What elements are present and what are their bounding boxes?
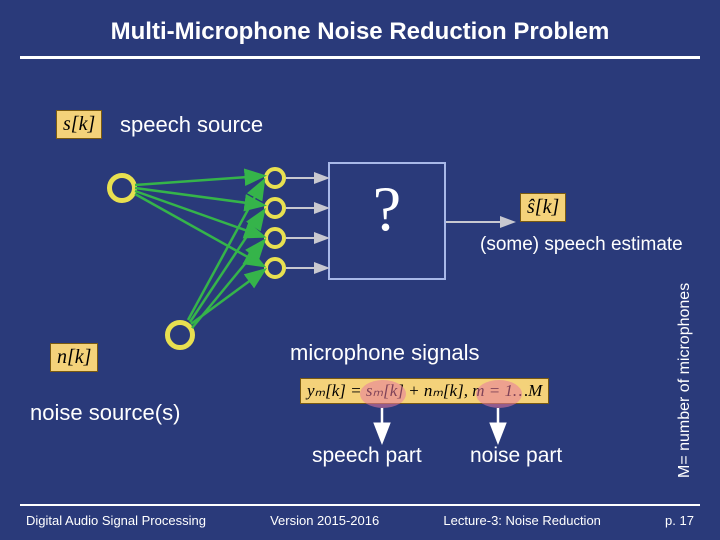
- label-speech-part: speech part: [312, 444, 422, 468]
- mic-node-1: [264, 167, 286, 189]
- footer-page: p. 17: [665, 513, 694, 528]
- formula-n: n[k]: [50, 343, 98, 372]
- mic-node-3: [264, 227, 286, 249]
- slide-title: Multi-Microphone Noise Reduction Problem: [0, 18, 720, 46]
- question-mark: ?: [328, 172, 446, 246]
- title-rule: [20, 56, 700, 59]
- mic-node-4: [264, 257, 286, 279]
- footer-left: Digital Audio Signal Processing: [26, 513, 206, 528]
- mic-node-2: [264, 197, 286, 219]
- footer: Digital Audio Signal Processing Version …: [0, 513, 720, 528]
- formula-shat: ŝ[k]: [520, 193, 566, 222]
- label-noise-sources: noise source(s): [30, 400, 180, 426]
- formula-s: s[k]: [56, 110, 102, 139]
- footer-lecture: Lecture-3: Noise Reduction: [443, 513, 601, 528]
- highlight-speech-part: [360, 380, 406, 408]
- footer-center: Version 2015-2016: [270, 513, 379, 528]
- label-mic-signals: microphone signals: [290, 340, 480, 366]
- label-m-note: M= number of microphones: [676, 283, 694, 478]
- noise-source-node: [165, 320, 195, 350]
- label-speech-estimate: (some) speech estimate: [480, 234, 683, 256]
- label-speech-source: speech source: [120, 112, 263, 138]
- slide: Multi-Microphone Noise Reduction Problem…: [0, 0, 720, 540]
- label-noise-part: noise part: [470, 444, 562, 468]
- highlight-noise-part: [476, 380, 522, 408]
- speech-source-node: [107, 173, 137, 203]
- footer-rule: [20, 504, 700, 506]
